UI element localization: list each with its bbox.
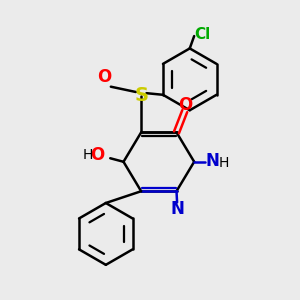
Text: H: H: [82, 148, 93, 162]
Text: H: H: [218, 156, 229, 170]
Text: S: S: [134, 86, 148, 105]
Text: Cl: Cl: [194, 27, 211, 42]
Text: O: O: [90, 146, 104, 164]
Text: O: O: [97, 68, 111, 86]
Text: O: O: [178, 96, 193, 114]
Text: N: N: [170, 200, 184, 218]
Text: N: N: [206, 152, 219, 169]
